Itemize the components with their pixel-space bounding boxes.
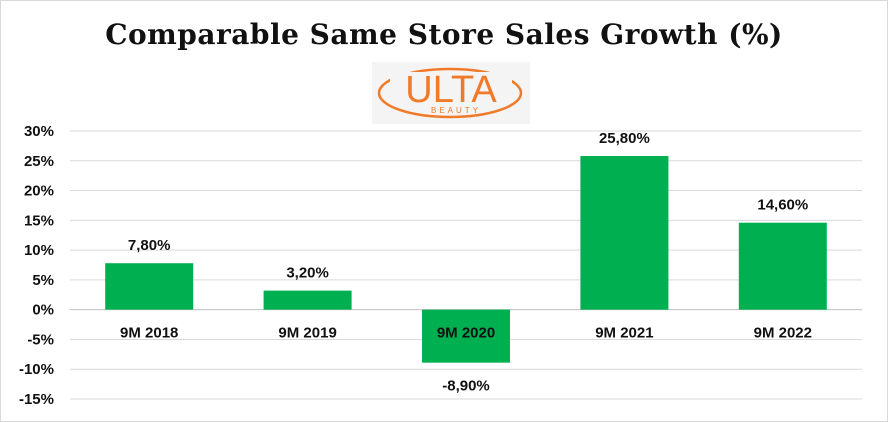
bar [105, 263, 194, 310]
y-tick-label: 25% [24, 153, 54, 170]
y-tick-label: 15% [24, 212, 54, 229]
category-label: 9M 2020 [437, 325, 495, 342]
logo-brand: ULTA [405, 69, 497, 111]
chart-title: Comparable Same Store Sales Growth (%) [105, 18, 783, 51]
logo-swoosh [377, 67, 523, 119]
category-label: 9M 2021 [595, 325, 653, 342]
y-tick-label: 10% [24, 242, 54, 259]
y-tick-label: -10% [19, 361, 54, 378]
labels: 7,80% 9M 2018 3,20% 9M 2019 -8,90% 9M 2020 25,… [120, 130, 812, 395]
y-axis-ticks: 30% 25% 20% 15% 10% 5% 0% -5% -10% -15% [19, 123, 54, 408]
data-label: 3,20% [286, 265, 329, 282]
y-tick-label: 20% [24, 183, 54, 200]
ulta-beauty-logo: ULTA BEAUTY [372, 62, 530, 124]
bars [105, 156, 827, 363]
data-label: 7,80% [128, 237, 171, 254]
y-tick-label: 0% [32, 302, 54, 319]
y-tick-label: -15% [19, 391, 54, 408]
data-label: 14,60% [757, 197, 808, 214]
y-tick-label: 5% [32, 272, 54, 289]
category-label: 9M 2019 [278, 325, 336, 342]
bar [580, 156, 669, 310]
logo-sub: BEAUTY [431, 106, 481, 115]
bar [422, 309, 510, 363]
category-label: 9M 2022 [754, 325, 812, 342]
bar [263, 290, 352, 310]
data-label: -8,90% [442, 378, 490, 395]
y-tick-label: -5% [27, 331, 54, 348]
y-tick-label: 30% [24, 123, 54, 140]
category-label: 9M 2018 [120, 325, 178, 342]
data-label: 25,80% [599, 130, 650, 147]
bar [738, 222, 827, 310]
